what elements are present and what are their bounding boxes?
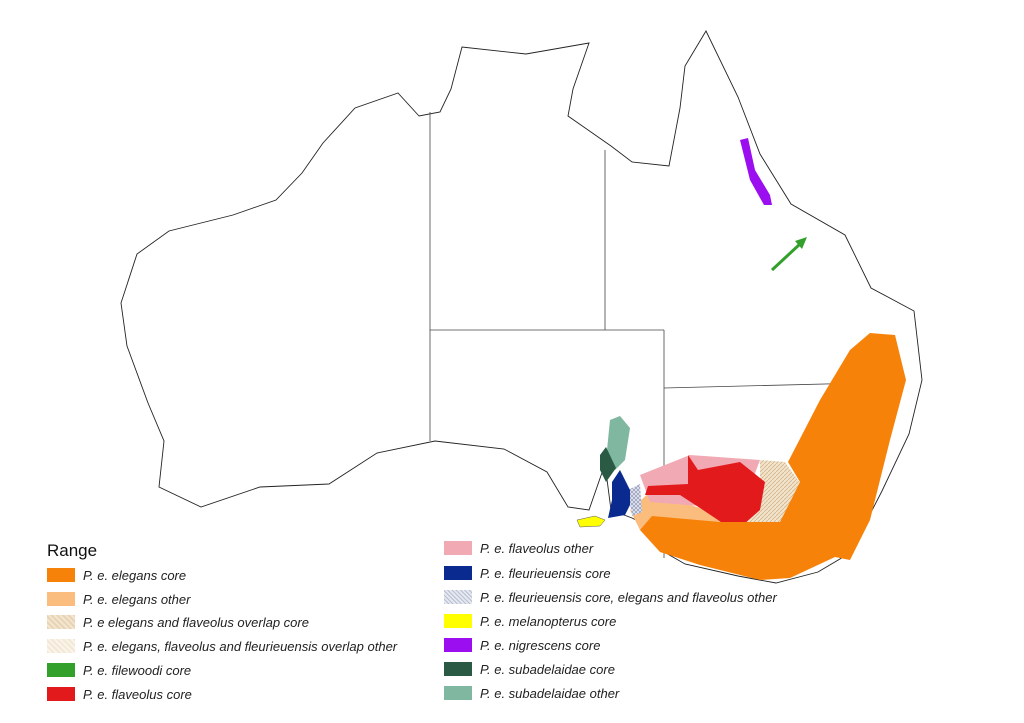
legend-label: P. e. fleurieuensis core (480, 565, 611, 581)
legend-label: P. e. elegans other (83, 591, 191, 607)
fleurieuensis-overlap-range (628, 484, 642, 516)
subadelaidae-other-range (606, 416, 630, 470)
legend-swatch (47, 687, 75, 701)
melanopterus-core-range (576, 515, 606, 528)
legend-swatch (444, 638, 472, 652)
legend-swatch (444, 566, 472, 580)
legend-swatch (47, 663, 75, 677)
nigrescens-core-range (740, 138, 772, 205)
legend-swatch (444, 662, 472, 676)
legend-swatch (444, 590, 472, 604)
elegans-core-range (640, 333, 906, 580)
legend-title: Range (47, 541, 98, 560)
legend-item: P. e. flaveolus core (47, 685, 192, 703)
legend-label: P. e. subadelaidae other (480, 685, 620, 701)
legend-item: P. e. elegans, flaveolus and fleurieuens… (47, 637, 397, 655)
legend-label: P. e. filewoodi core (83, 662, 192, 678)
legend-item: P. e. flaveolus other (444, 539, 593, 557)
legend-item: P. e. nigrescens core (444, 636, 600, 654)
legend-swatch (444, 614, 472, 628)
legend-swatch (47, 639, 75, 653)
legend-item: P. e. melanopterus core (444, 612, 616, 630)
legend-swatch (47, 615, 75, 629)
legend-label: P. e. subadelaidae core (480, 661, 615, 677)
fleurieuensis-core-range (608, 470, 630, 518)
legend-label: P. e. flaveolus core (83, 686, 192, 702)
subadelaidae-core-range (600, 447, 616, 482)
legend-item: P. e. fleurieuensis core (444, 564, 611, 582)
australia-coastline (120, 30, 923, 584)
legend-swatch (47, 568, 75, 582)
legend-label: P. e. nigrescens core (480, 637, 601, 653)
legend-swatch (444, 686, 472, 700)
flaveolus-core-range (645, 455, 765, 532)
legend-swatch (47, 592, 75, 606)
filewoodi-arrow (770, 237, 807, 272)
legend-item: P. e. filewoodi core (47, 661, 191, 679)
legend-label: P. e. melanopterus core (480, 613, 617, 629)
legend-swatch (444, 541, 472, 555)
legend-item: P. e. elegans other (47, 590, 190, 608)
legend-label: P. e. flaveolus other (480, 540, 594, 556)
legend-item: P. e elegans and flaveolus overlap core (47, 613, 309, 631)
legend-label: P. e. elegans, flaveolus and fleurieuens… (83, 638, 398, 654)
legend-item: P. e. subadelaidae core (444, 660, 615, 678)
legend-item: P. e. subadelaidae other (444, 684, 619, 702)
legend-label: P. e. elegans core (83, 567, 187, 583)
legend-item: P. e. elegans core (47, 566, 186, 584)
legend-item: P. e. fleurieuensis core, elegans and fl… (444, 588, 777, 606)
legend-label: P. e elegans and flaveolus overlap core (83, 614, 309, 630)
legend-label: P. e. fleurieuensis core, elegans and fl… (480, 589, 777, 605)
